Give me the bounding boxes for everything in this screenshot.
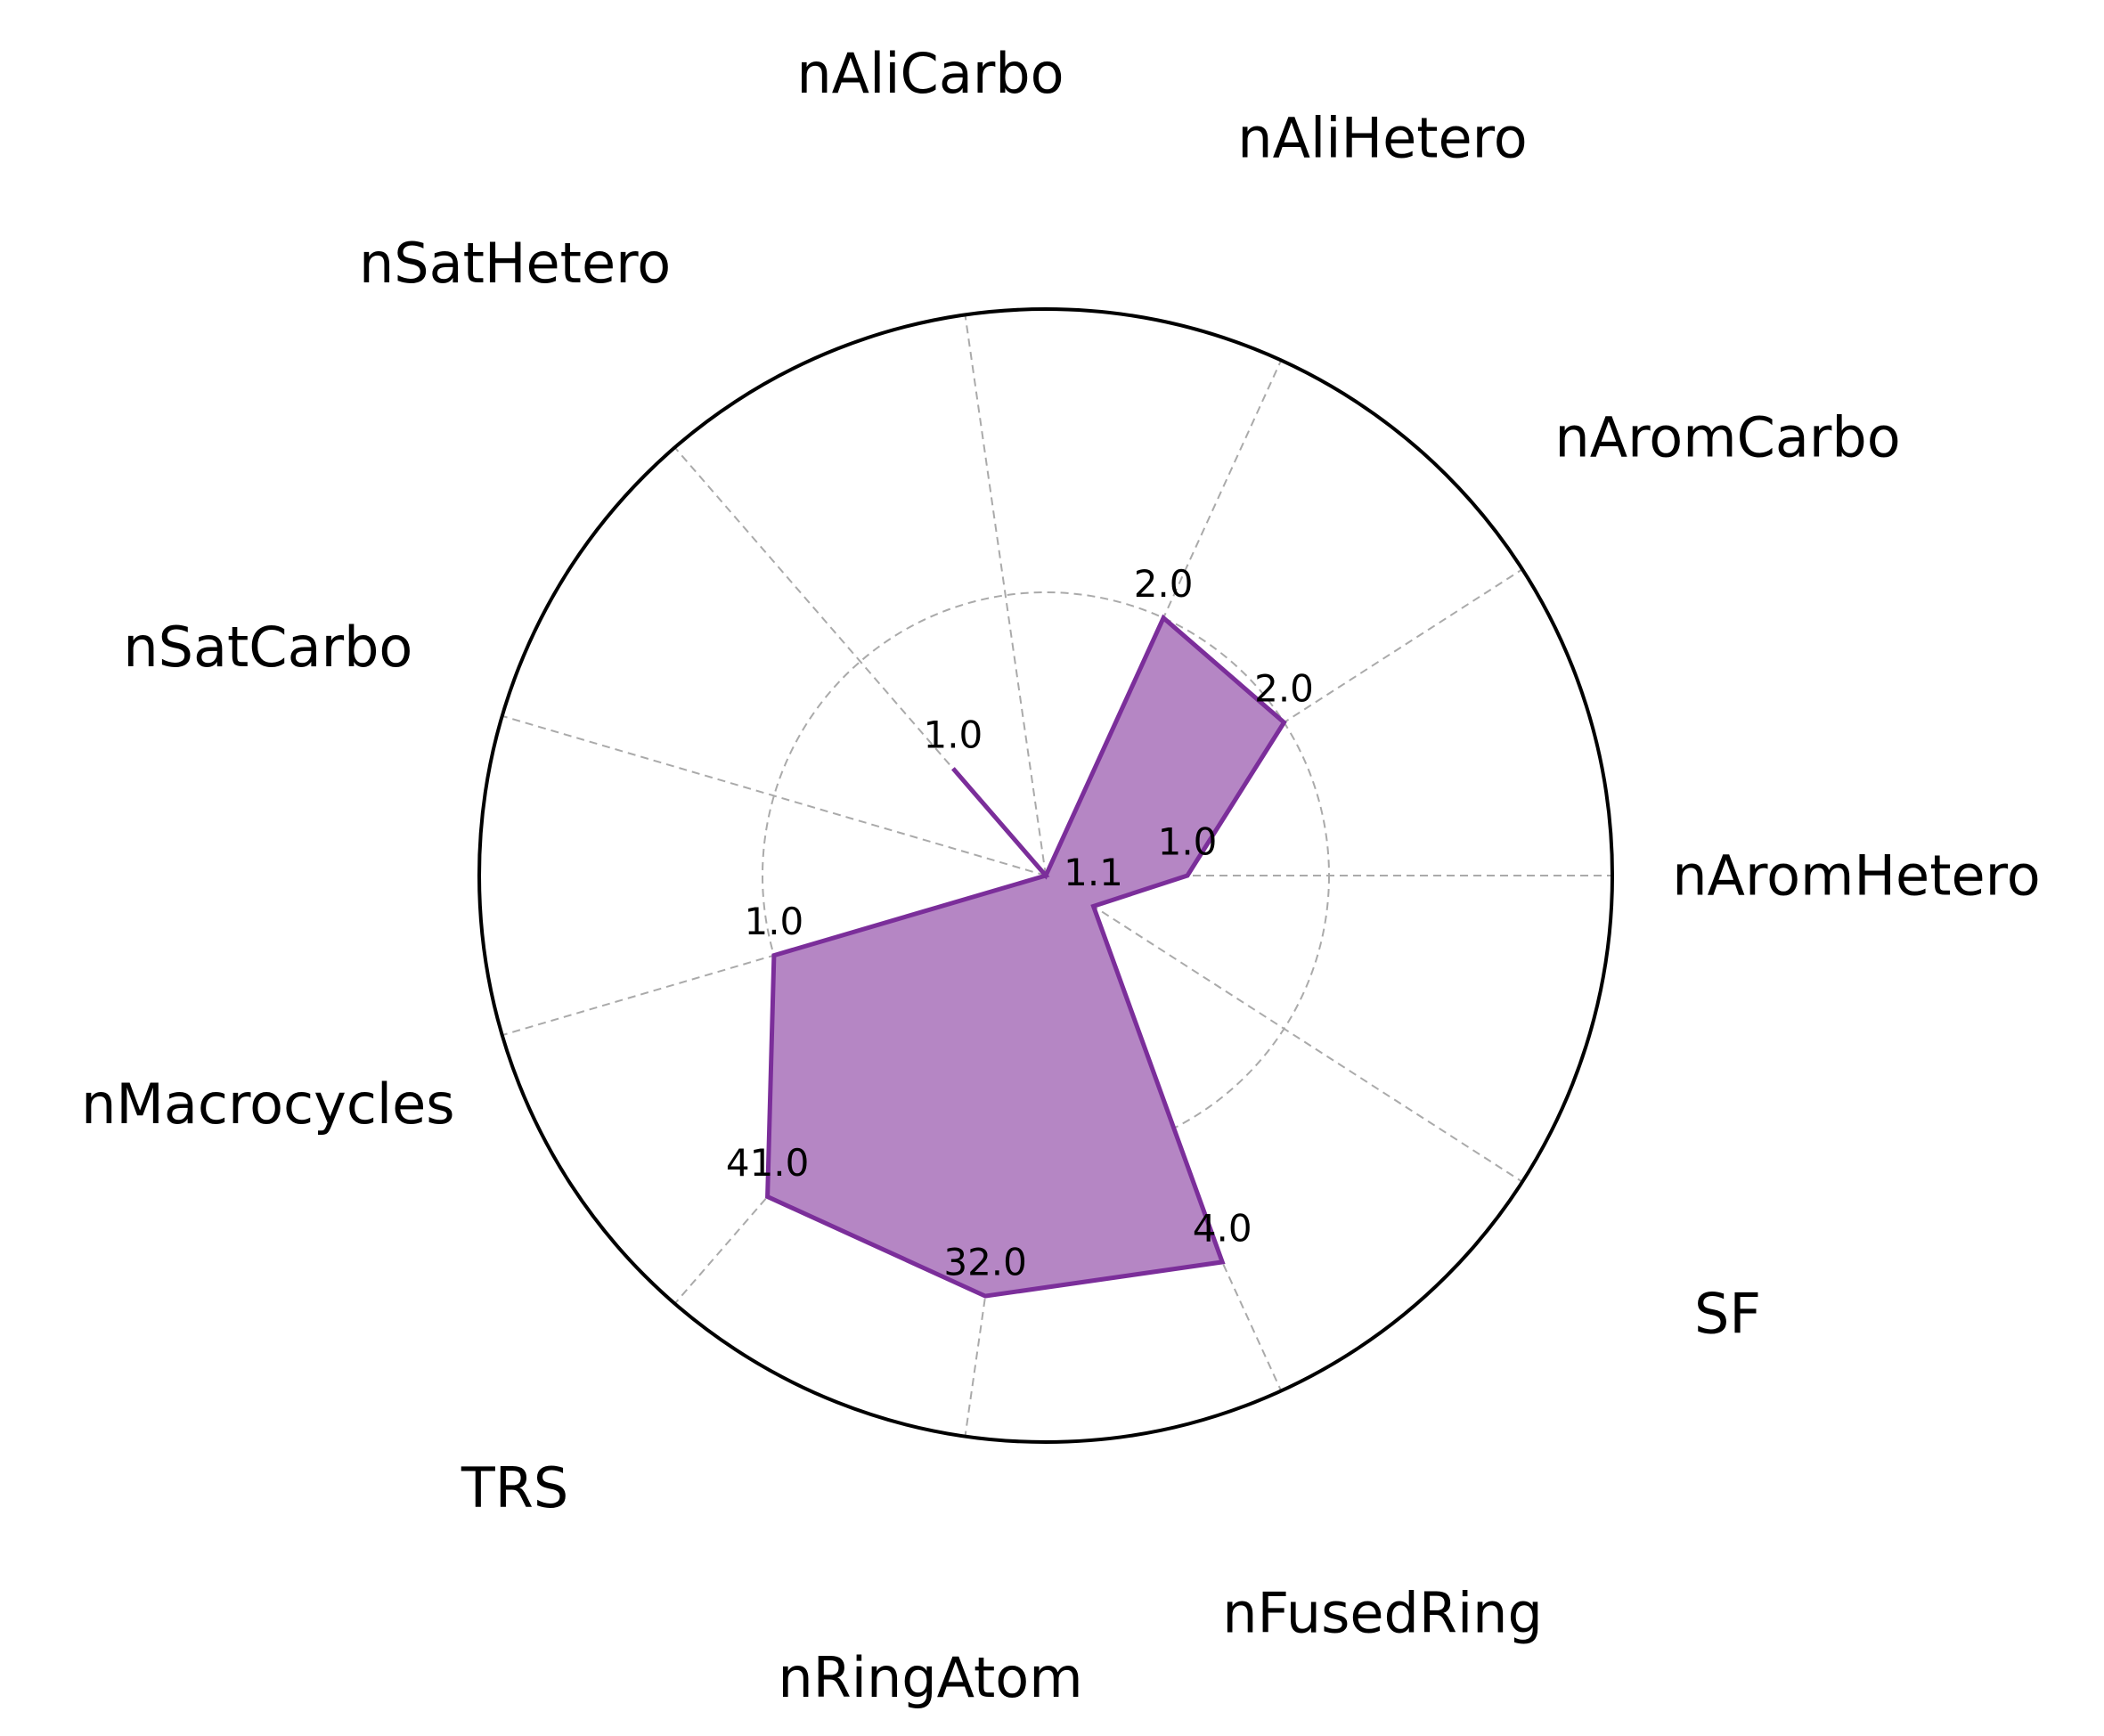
value-label-n-ali-hetero: 2.0 xyxy=(1134,562,1194,606)
axis-label-n-sat-hetero: nSatHetero xyxy=(359,231,671,296)
axis-label-trs: TRS xyxy=(461,1455,568,1520)
axis-label-n-ring-atom: nRingAtom xyxy=(778,1645,1082,1710)
series-line xyxy=(765,614,1287,1299)
axis-label-n-arom-carbo: nAromCarbo xyxy=(1554,405,1900,470)
value-label-n-fused-ring: 4.0 xyxy=(1193,1206,1252,1250)
axis-label-n-arom-hetero: nAromHetero xyxy=(1672,844,2040,909)
axis-label-n-macrocycles: nMacrocycles xyxy=(81,1072,454,1137)
series-area xyxy=(767,617,1284,1297)
axis-label-n-ali-hetero: nAliHetero xyxy=(1237,106,1527,171)
spoke-n-sat-carbo xyxy=(502,714,1047,876)
spoke-n-ali-carbo xyxy=(964,314,1047,876)
value-label-n-arom-hetero: 1.0 xyxy=(1158,820,1218,864)
value-label-n-macrocycles: 1.0 xyxy=(744,900,803,943)
axis-label-n-sat-carbo: nSatCarbo xyxy=(123,615,412,680)
value-label-trs: 41.0 xyxy=(726,1141,810,1185)
axis-label-n-ali-carbo: nAliCarbo xyxy=(796,41,1064,106)
data-layer xyxy=(765,614,1287,1299)
axis-label-sf: SF xyxy=(1694,1281,1761,1346)
value-label-n-sat-hetero: 1.0 xyxy=(923,713,983,756)
outer-frame xyxy=(477,307,1614,1444)
grid-layer xyxy=(477,307,1614,1444)
axis-label-n-fused-ring: nFusedRing xyxy=(1222,1580,1543,1645)
value-label-n-arom-carbo: 2.0 xyxy=(1254,667,1314,711)
label-layer: nAromHetero nAromCarbo nAliHetero nAliCarbo… xyxy=(81,41,2041,1710)
value-label-n-ring-atom: 32.0 xyxy=(943,1241,1027,1284)
value-label-sf: 1.1 xyxy=(1064,851,1123,894)
